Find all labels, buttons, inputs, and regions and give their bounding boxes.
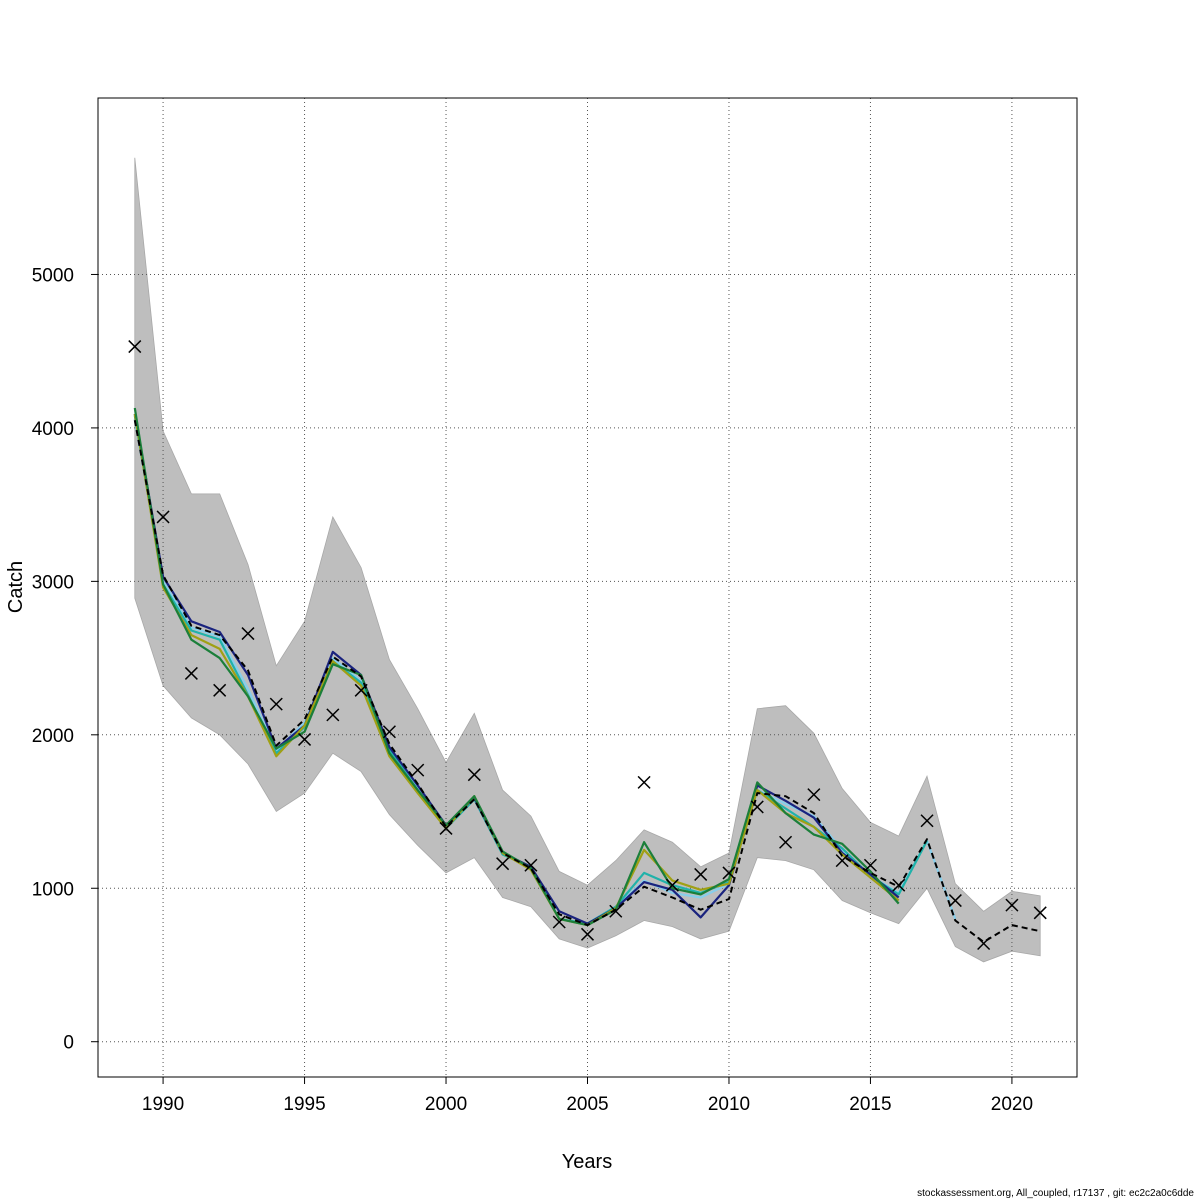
- observed-point: [779, 835, 793, 849]
- x-axis-title: Years: [562, 1151, 612, 1173]
- observed-point: [269, 697, 283, 711]
- observed-point: [948, 894, 962, 908]
- observed-point: [326, 708, 340, 722]
- y-axis: 0 1000 2000 3000 4000 5000: [32, 265, 98, 1054]
- y-tick-label: 3000: [32, 572, 74, 593]
- y-tick-label: 0: [63, 1033, 74, 1054]
- observed-point: [609, 904, 623, 918]
- observed-point: [1033, 906, 1047, 920]
- x-axis: 1990 1995 2000 2005 2010 2015 2020: [142, 1077, 1033, 1115]
- observed-point: [750, 800, 764, 814]
- y-axis-title: Catch: [5, 561, 27, 613]
- observed-point: [496, 857, 510, 871]
- x-tick-label: 2020: [991, 1094, 1033, 1115]
- observed-point: [524, 858, 538, 872]
- observed-point: [722, 866, 736, 880]
- x-tick-label: 1990: [142, 1094, 184, 1115]
- observed-point: [213, 683, 227, 697]
- observed-point: [184, 666, 198, 680]
- observed-point: [298, 732, 312, 746]
- observed-point: [892, 878, 906, 892]
- observed-point: [411, 763, 425, 777]
- observed-markers-layer: [128, 340, 1047, 951]
- observed-point: [977, 936, 991, 951]
- x-tick-label: 2010: [708, 1094, 750, 1115]
- y-tick-label: 4000: [32, 419, 74, 440]
- x-tick-label: 2005: [566, 1094, 608, 1115]
- observed-point: [637, 775, 651, 789]
- observed-point: [920, 814, 934, 828]
- observed-point: [439, 821, 453, 835]
- series-line-final-assessment: [133, 420, 1041, 943]
- footer-note: stockassessment.org, All_coupled, r17137…: [917, 1188, 1194, 1199]
- observed-point: [694, 867, 708, 881]
- observed-point: [382, 725, 396, 739]
- y-tick-label: 1000: [32, 879, 74, 900]
- x-tick-label: 2015: [849, 1094, 891, 1115]
- observed-point: [863, 858, 877, 872]
- observed-point: [807, 788, 821, 802]
- observed-point: [1005, 898, 1019, 912]
- series-lines-layer: [133, 407, 1041, 943]
- observed-point: [128, 340, 142, 354]
- observed-point: [580, 927, 595, 941]
- y-tick-label: 2000: [32, 726, 74, 747]
- observed-point: [467, 768, 481, 782]
- observed-point: [552, 915, 566, 929]
- observed-point: [354, 683, 368, 697]
- observed-point: [665, 878, 679, 892]
- x-tick-label: 1995: [283, 1094, 325, 1115]
- observed-point: [156, 510, 170, 524]
- y-tick-label: 5000: [32, 265, 74, 286]
- x-tick-label: 2000: [425, 1094, 467, 1115]
- observed-point: [241, 627, 255, 641]
- observed-point: [835, 854, 849, 868]
